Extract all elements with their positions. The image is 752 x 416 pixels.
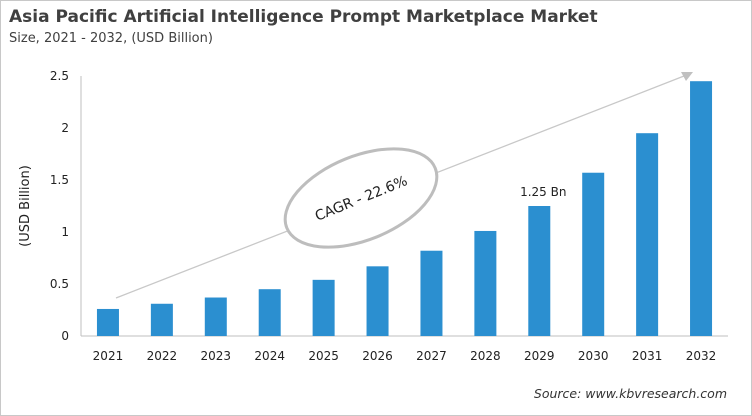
y-tick-label: 1 <box>61 225 69 239</box>
x-tick-label: 2022 <box>147 349 178 363</box>
y-tick-label: 2 <box>61 121 69 135</box>
y-axis-label: (USD Billion) <box>18 165 33 247</box>
x-tick-label: 2025 <box>308 349 339 363</box>
y-tick-label: 0.5 <box>50 277 69 291</box>
x-tick-label: 2029 <box>524 349 555 363</box>
x-tick-label: 2021 <box>93 349 124 363</box>
bar-2032 <box>690 81 713 336</box>
x-tick-label: 2024 <box>254 349 285 363</box>
x-tick-label: 2026 <box>362 349 393 363</box>
x-tick-label: 2028 <box>470 349 501 363</box>
data-label: 1.25 Bn <box>520 185 566 199</box>
bar-2027 <box>420 250 443 336</box>
x-tick-label: 2023 <box>201 349 232 363</box>
bar-2031 <box>636 133 659 336</box>
bar-2025 <box>312 279 335 336</box>
bar-2024 <box>258 289 281 336</box>
x-tick-label: 2031 <box>632 349 663 363</box>
trend-arrow-head <box>681 72 693 81</box>
bar-2022 <box>150 303 173 336</box>
y-tick-label: 0 <box>61 329 69 343</box>
y-tick-label: 2.5 <box>50 69 69 83</box>
bar-2023 <box>204 297 227 336</box>
chart-subtitle: Size, 2021 - 2032, (USD Billion) <box>9 31 213 46</box>
x-tick-label: 2032 <box>686 349 717 363</box>
bar-2029 <box>528 206 551 336</box>
x-tick-label: 2030 <box>578 349 609 363</box>
bar-2021 <box>96 308 119 336</box>
x-tick-label: 2027 <box>416 349 447 363</box>
bar-2028 <box>474 230 497 336</box>
y-tick-label: 1.5 <box>50 173 69 187</box>
source-text: Source: www.kbvresearch.com <box>533 386 727 401</box>
bar-2030 <box>582 172 605 336</box>
bar-2026 <box>366 266 389 336</box>
cagr-ellipse <box>283 147 439 249</box>
chart-title: Asia Pacific Artificial Intelligence Pro… <box>9 7 598 27</box>
